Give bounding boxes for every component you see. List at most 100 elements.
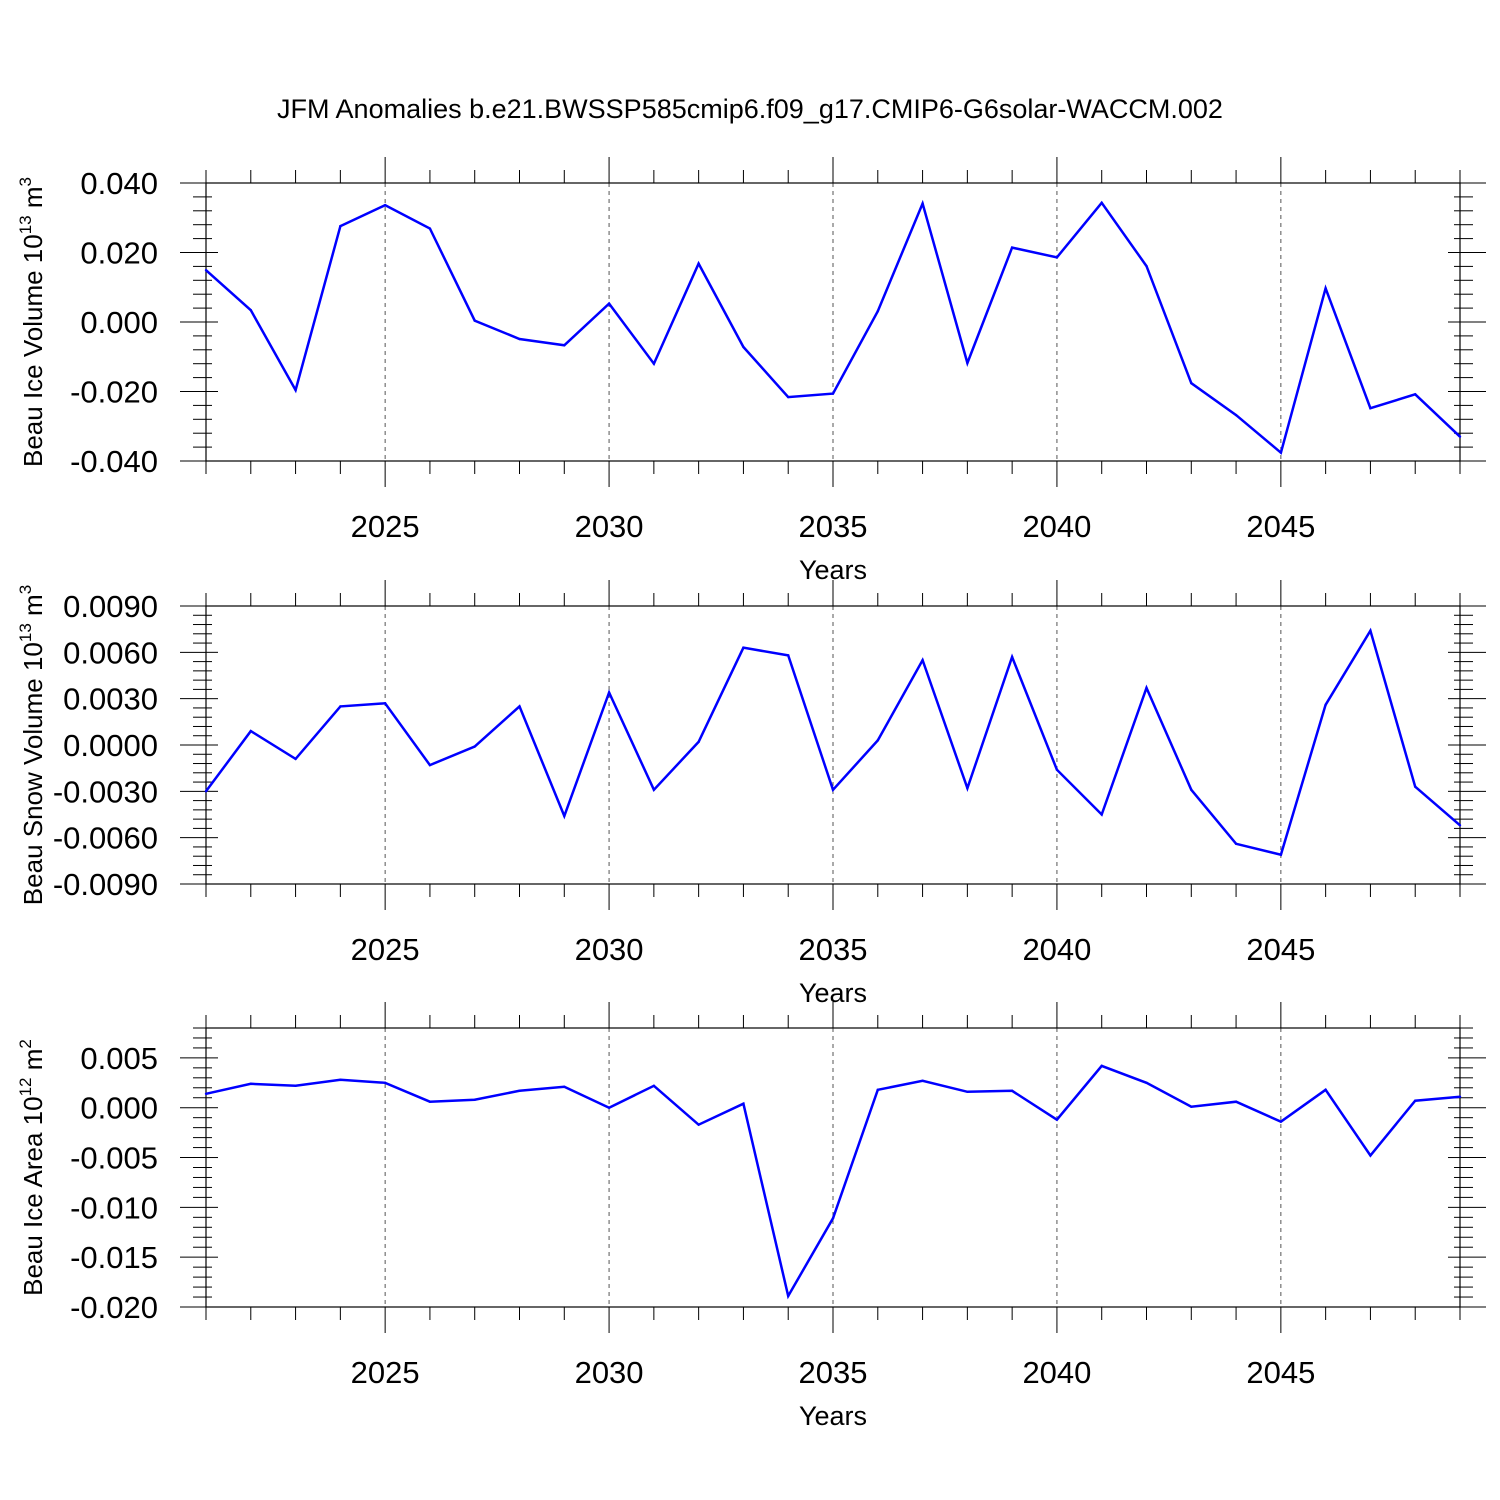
- data-point: [1100, 201, 1103, 205]
- x-tick-label: 2040: [1022, 509, 1091, 544]
- data-point: [787, 654, 790, 657]
- data-point: [966, 361, 969, 365]
- y-tick-label: -0.020: [70, 375, 158, 410]
- data-point: [1324, 287, 1327, 290]
- data-point: [1145, 1081, 1148, 1085]
- data-point: [473, 319, 476, 322]
- data-point: [607, 1106, 611, 1109]
- data-point: [1010, 655, 1014, 659]
- data-point: [787, 1294, 790, 1298]
- y-axis-label-space: [18, 208, 48, 215]
- data-point: [1055, 768, 1059, 771]
- data-point: [876, 739, 879, 742]
- y-tick-label: 0.005: [80, 1041, 158, 1076]
- data-point: [294, 1084, 297, 1087]
- data-point: [563, 344, 566, 347]
- data-point: [966, 787, 969, 790]
- data-point: [249, 1082, 252, 1086]
- y-tick-label: -0.0060: [53, 821, 158, 856]
- data-point: [1145, 264, 1148, 268]
- data-point: [518, 337, 521, 341]
- data-point: [652, 1084, 656, 1087]
- data-point: [1414, 785, 1417, 788]
- x-tick-label: 2030: [575, 509, 644, 544]
- y-tick-label: -0.040: [70, 444, 158, 479]
- data-point: [204, 1092, 208, 1095]
- data-point: [1100, 813, 1103, 816]
- data-point: [1458, 435, 1462, 438]
- data-point: [1414, 393, 1417, 396]
- data-point: [1369, 629, 1372, 632]
- data-point: [294, 388, 297, 392]
- data-point: [1458, 824, 1462, 827]
- data-point: [607, 302, 611, 305]
- data-point: [652, 788, 656, 791]
- y-tick-label: -0.010: [70, 1190, 158, 1225]
- data-point: [921, 658, 924, 662]
- data-point: [1010, 1089, 1014, 1092]
- data-point: [249, 729, 252, 733]
- data-point: [294, 757, 297, 761]
- data-point: [204, 790, 208, 793]
- x-tick-label: 2030: [575, 1355, 644, 1390]
- data-point: [1234, 413, 1238, 417]
- data-point: [339, 224, 342, 228]
- y-tick-label: 0.0090: [63, 589, 158, 624]
- data-point: [742, 345, 745, 349]
- x-tick-label: 2025: [351, 509, 420, 544]
- x-tick-label: 2025: [351, 932, 420, 967]
- y-axis-label-unit: m: [18, 186, 48, 208]
- data-point: [1279, 853, 1283, 856]
- y-tick-label: -0.0030: [53, 774, 158, 809]
- data-point: [921, 1079, 924, 1083]
- y-tick-label: 0.000: [80, 1091, 158, 1126]
- y-axis-label-exponent: 13: [16, 623, 35, 642]
- data-point: [249, 308, 252, 312]
- y-axis-label: Beau Snow Volume 1013 m3: [16, 585, 48, 905]
- data-point: [876, 1088, 879, 1091]
- data-point: [966, 1090, 969, 1093]
- y-axis-label-exponent: 12: [16, 1077, 35, 1096]
- data-point: [876, 310, 879, 313]
- data-point: [518, 705, 521, 708]
- y-axis-label-unit: m: [18, 594, 48, 616]
- y-axis-label-text: Beau Ice Area 10: [18, 1096, 48, 1295]
- data-point: [383, 204, 387, 207]
- y-axis-label-unit-exponent: 3: [16, 585, 35, 594]
- y-axis-label: Beau Ice Volume 1013 m3: [16, 177, 48, 467]
- figure-title: JFM Anomalies b.e21.BWSSP585cmip6.f09_g1…: [277, 94, 1223, 124]
- y-tick-label: 0.040: [80, 166, 158, 201]
- y-tick-label: 0.0000: [63, 728, 158, 763]
- data-point: [1010, 246, 1014, 249]
- data-point: [1279, 1120, 1283, 1123]
- data-point: [339, 705, 342, 708]
- data-point: [428, 763, 432, 767]
- chart-panel-2: -0.0090 -0.0060 -0.0030 0.0000 0.0030 0.0060 0…: [16, 580, 1486, 1008]
- data-point: [563, 814, 566, 818]
- x-tick-label: 2035: [799, 509, 868, 544]
- x-tick-label: 2030: [575, 932, 644, 967]
- data-point: [1055, 256, 1059, 259]
- data-point: [428, 227, 432, 230]
- data-point: [1369, 406, 1372, 410]
- y-axis-label: Beau Ice Area 1012 m2: [16, 1039, 48, 1296]
- data-point: [204, 269, 208, 272]
- data-point: [383, 1081, 387, 1085]
- data-point: [831, 392, 835, 395]
- data-point: [518, 1089, 521, 1092]
- y-tick-label: -0.020: [70, 1290, 158, 1325]
- x-tick-label: 2035: [799, 1355, 868, 1390]
- x-axis-label: Years: [799, 1401, 867, 1431]
- data-point: [697, 262, 700, 265]
- y-tick-label: 0.0060: [63, 635, 158, 670]
- data-point: [1414, 1099, 1417, 1102]
- data-point: [1190, 788, 1193, 791]
- data-point: [473, 1098, 476, 1101]
- data-point: [1145, 686, 1148, 690]
- x-tick-label: 2040: [1022, 932, 1091, 967]
- data-point: [652, 362, 656, 365]
- data-point: [339, 1078, 342, 1082]
- y-axis-label-space: [18, 1070, 48, 1077]
- y-tick-label: 0.020: [80, 236, 158, 271]
